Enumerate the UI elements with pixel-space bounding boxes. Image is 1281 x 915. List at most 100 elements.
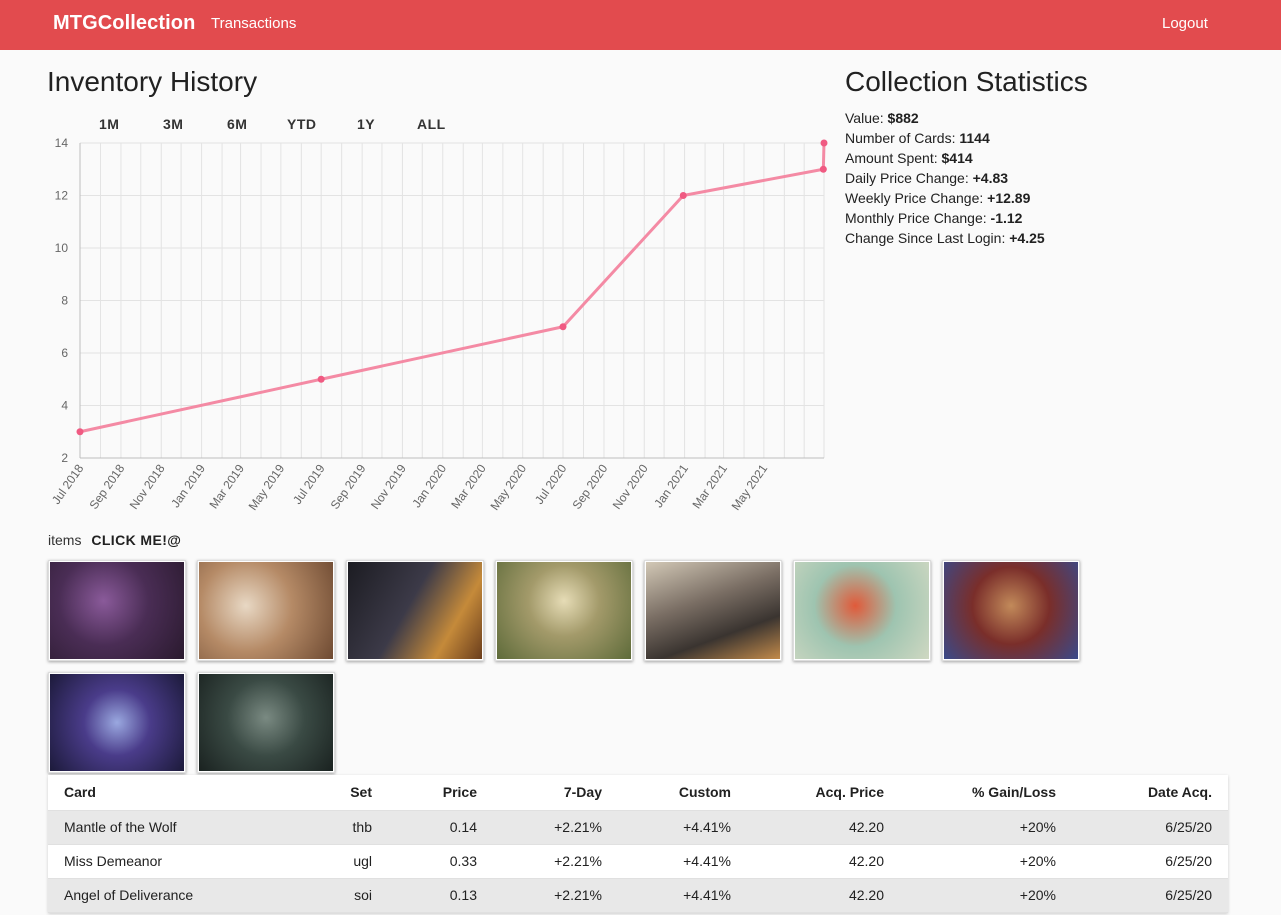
series-line [79,142,826,434]
card-art-image [497,562,631,659]
stat-number: $414 [941,150,973,166]
card-image[interactable] [197,672,335,773]
cell-date-acq: 6/25/20 [1072,810,1228,845]
table-row[interactable]: Miss Demeanor ugl 0.33 +2.21% +4.41% 42.… [48,844,1228,879]
stat-number-of-cards: Number of Cards: 1144 [845,128,1045,148]
stat-number: 1144 [959,130,990,146]
data-point [76,428,84,436]
card-art-image [199,562,333,659]
card-image[interactable] [346,560,484,661]
stat-change-since-login: Change Since Last Login: +4.25 [845,228,1045,248]
data-point [819,165,827,173]
card-image[interactable] [644,560,782,661]
stat-label: Change Since Last Login: [845,230,1010,246]
items-label: items [48,532,82,548]
x-tick-label: Jul 2018 [49,461,87,506]
stat-value: Value: $882 [845,108,1045,128]
cell-gain-loss: +20% [900,844,1072,879]
stat-number: +4.83 [972,170,1009,186]
x-tick-label: May 2020 [487,461,529,512]
cell-acq-price: 42.20 [747,878,900,913]
stat-label: Amount Spent: [845,150,942,166]
column-header-gain-loss[interactable]: % Gain/Loss [900,775,1072,811]
stat-number: +12.89 [987,190,1031,206]
cell-price: 0.33 [388,844,493,879]
cell-7day: +2.21% [493,810,618,845]
table-row[interactable]: Angel of Deliverance soi 0.13 +2.21% +4.… [48,878,1228,913]
x-tick-label: Jan 2020 [409,461,449,510]
card-image[interactable] [48,560,186,661]
y-tick-label: 2 [61,451,68,465]
y-tick-label: 4 [61,399,68,413]
cell-7day: +2.21% [493,878,618,913]
cell-set: thb [308,810,388,845]
table-header-row: Card Set Price 7-Day Custom Acq. Price %… [48,775,1228,811]
cell-card: Angel of Deliverance [48,878,308,913]
statistics-list: Value: $882 Number of Cards: 1144 Amount… [845,108,1045,248]
column-header-custom[interactable]: Custom [618,775,747,811]
column-header-acq-price[interactable]: Acq. Price [747,775,900,811]
cell-set: soi [308,878,388,913]
y-tick-label: 6 [61,346,68,360]
cell-custom: +4.41% [618,844,747,879]
range-ytd-button[interactable]: YTD [287,116,317,132]
card-art-image [348,562,482,659]
data-point [679,192,687,199]
column-header-date-acq[interactable]: Date Acq. [1072,775,1228,811]
x-tick-label: Sep 2020 [569,461,610,511]
cell-gain-loss: +20% [900,810,1072,845]
column-header-card[interactable]: Card [48,775,308,811]
range-6m-button[interactable]: 6M [227,116,248,132]
cards-table: Card Set Price 7-Day Custom Acq. Price %… [48,775,1228,913]
items-header: items CLICK ME!@ [48,532,181,548]
inventory-history-title: Inventory History [47,66,258,97]
card-art-image [50,562,184,659]
x-tick-label: Jul 2020 [532,461,570,506]
cell-gain-loss: +20% [900,878,1072,913]
logout-link[interactable]: Logout [1162,15,1208,32]
x-tick-label: May 2021 [729,461,771,512]
y-tick-label: 12 [55,189,69,203]
card-image[interactable] [793,560,931,661]
click-me-button[interactable]: CLICK ME!@ [91,532,182,548]
x-tick-label: Jul 2019 [290,461,328,506]
card-image[interactable] [942,560,1080,661]
range-1y-button[interactable]: 1Y [357,116,376,132]
stat-number: -1.12 [990,210,1023,226]
cell-custom: +4.41% [618,810,747,845]
table-row[interactable]: Mantle of the Wolf thb 0.14 +2.21% +4.41… [48,810,1228,845]
data-point [317,375,325,383]
card-art-image [944,562,1078,659]
range-1m-button[interactable]: 1M [99,116,120,132]
x-tick-label: May 2019 [246,461,288,512]
cell-price: 0.14 [388,810,493,845]
stat-monthly-change: Monthly Price Change: -1.12 [845,208,1045,228]
data-point [820,139,828,147]
card-image[interactable] [48,672,186,773]
nav-transactions-link[interactable]: Transactions [211,15,297,32]
brand-logo[interactable]: MTGCollection [53,12,196,34]
card-image[interactable] [197,560,335,661]
stat-label: Value: [845,110,888,126]
cell-date-acq: 6/25/20 [1072,878,1228,913]
card-image[interactable] [495,560,633,661]
x-tick-label: Nov 2020 [610,461,651,511]
x-tick-label: Sep 2018 [86,461,127,511]
range-all-button[interactable]: ALL [417,116,446,132]
collection-statistics-title: Collection Statistics [845,66,1088,97]
column-header-price[interactable]: Price [388,775,493,811]
y-tick-label: 10 [55,241,69,255]
stat-label: Weekly Price Change: [845,190,988,206]
column-header-7day[interactable]: 7-Day [493,775,618,811]
x-tick-label: Mar 2019 [206,461,247,511]
column-header-set[interactable]: Set [308,775,388,811]
y-tick-label: 8 [61,294,68,308]
x-tick-label: Nov 2019 [368,461,409,511]
card-art-image [795,562,929,659]
x-tick-label: Mar 2021 [689,461,730,511]
range-3m-button[interactable]: 3M [163,116,184,132]
card-art-image [646,562,780,659]
cell-date-acq: 6/25/20 [1072,844,1228,879]
stat-label: Monthly Price Change: [845,210,991,226]
